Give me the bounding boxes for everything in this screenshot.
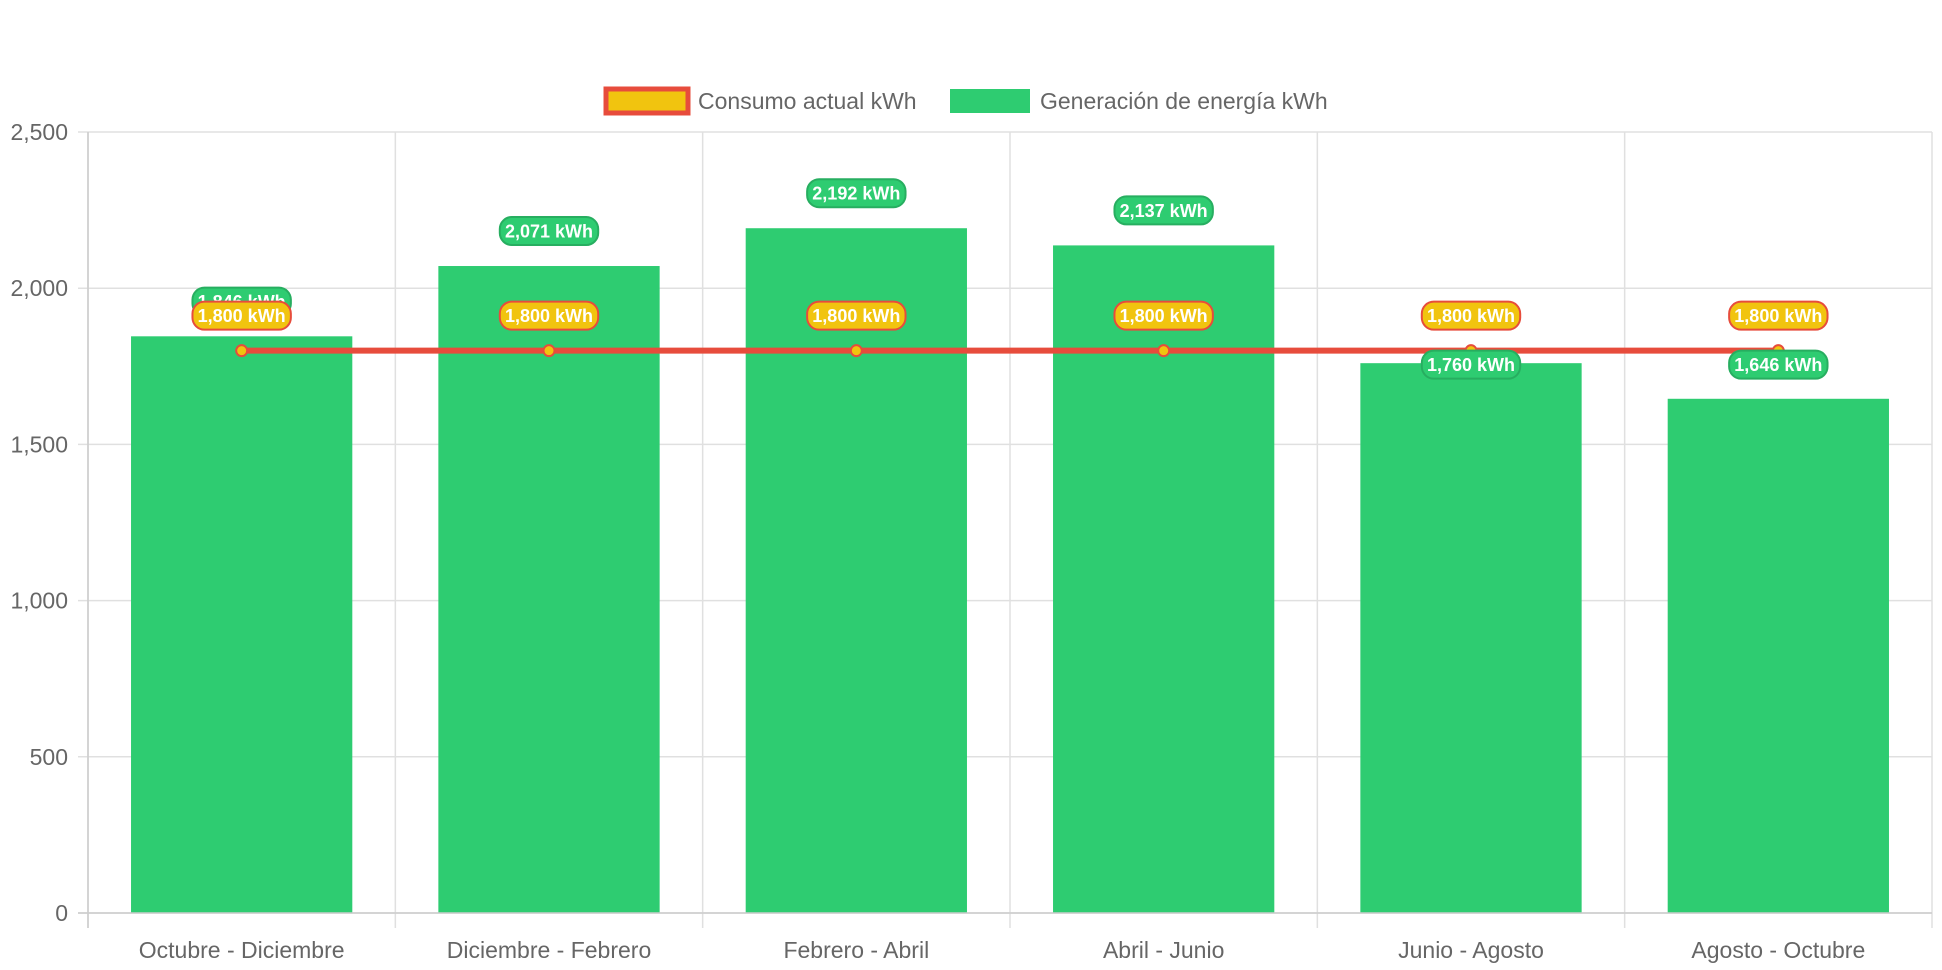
line-data-label-box [498,300,600,331]
bar-data-label-text: 1,646 kWh [1734,355,1822,375]
x-tick-label: Agosto - Octubre [1691,937,1865,963]
line-data-label: 1,800 kWh [498,300,600,331]
point-consumo[interactable] [849,344,863,358]
bar-generacion[interactable] [1360,363,1582,913]
bar-data-label: 1,646 kWh [1728,349,1829,380]
bar-data-label-box [1728,349,1829,380]
x-tick-label: Diciembre - Febrero [447,937,652,963]
line-data-label: 1,800 kWh [191,300,292,331]
x-tick-label: Junio - Agosto [1398,937,1544,963]
bar-data-label: 2,137 kWh [1113,195,1214,226]
y-tick-label: 500 [30,744,68,770]
y-tick-label: 0 [55,900,68,926]
line-data-label-text: 1,800 kWh [1734,306,1822,326]
line-data-label-text: 1,800 kWh [505,306,593,326]
legend[interactable]: Consumo actual kWh Generación de energía … [603,86,1328,116]
bar-data-label: 1,760 kWh [1420,349,1522,380]
legend-label-generacion: Generación de energía kWh [1040,88,1328,114]
y-tick-label: 2,500 [10,119,68,145]
bar-data-label: 2,071 kWh [498,216,600,247]
bar-data-label-text: 1,760 kWh [1427,355,1515,375]
y-tick-label: 1,000 [10,588,68,614]
line-data-label: 1,800 kWh [1113,300,1214,331]
legend-item-consumo[interactable]: Consumo actual kWh [603,86,917,116]
y-tick-label: 2,000 [10,275,68,301]
bar-data-label-text: 2,137 kWh [1120,201,1208,221]
line-data-label: 1,800 kWh [1420,300,1522,331]
line-data-label-text: 1,800 kWh [1120,306,1208,326]
point-consumo[interactable] [542,344,556,358]
axes-layer: 0 500 1,000 1,500 2,000 2,500 Octubre - Diciem… [10,119,1932,963]
grid-layer [78,131,1933,928]
line-data-label: 1,800 kWh [806,300,907,331]
y-tick-label: 1,500 [10,431,68,457]
line-data-label-box [806,300,907,331]
line-data-label-text: 1,800 kWh [198,306,286,326]
point-consumo[interactable] [235,344,249,358]
x-tick-label: Abril - Junio [1103,937,1224,963]
bar-data-label-box [1420,349,1522,380]
legend-label-consumo: Consumo actual kWh [698,88,917,114]
line-data-label-text: 1,800 kWh [812,306,900,326]
legend-swatch-consumo [603,86,691,116]
line-data-label-text: 1,800 kWh [1427,306,1515,326]
line-data-label-box [1420,300,1522,331]
bars-layer [131,228,1889,914]
line-data-label: 1,800 kWh [1728,300,1829,331]
bar-data-label: 2,192 kWh [806,178,907,209]
bar-generacion[interactable] [1667,398,1889,913]
bar-data-label-text: 2,071 kWh [505,222,593,242]
bar-generacion[interactable] [745,228,967,914]
line-data-label-box [1113,300,1214,331]
legend-swatch-generacion [950,89,1030,113]
line-data-label-box [191,300,292,331]
bar-data-label-box [1113,195,1214,226]
point-consumo[interactable] [1157,344,1171,358]
bar-data-label-text: 2,192 kWh [812,184,900,204]
bar-data-label-box [806,178,907,209]
x-tick-label: Febrero - Abril [783,937,929,963]
bar-generacion[interactable] [438,266,660,913]
bar-data-label-box [498,216,600,247]
line-data-label-box [1728,300,1829,331]
legend-item-generacion[interactable]: Generación de energía kWh [950,88,1328,114]
bar-generacion[interactable] [131,336,353,914]
x-tick-label: Octubre - Diciembre [139,937,345,963]
